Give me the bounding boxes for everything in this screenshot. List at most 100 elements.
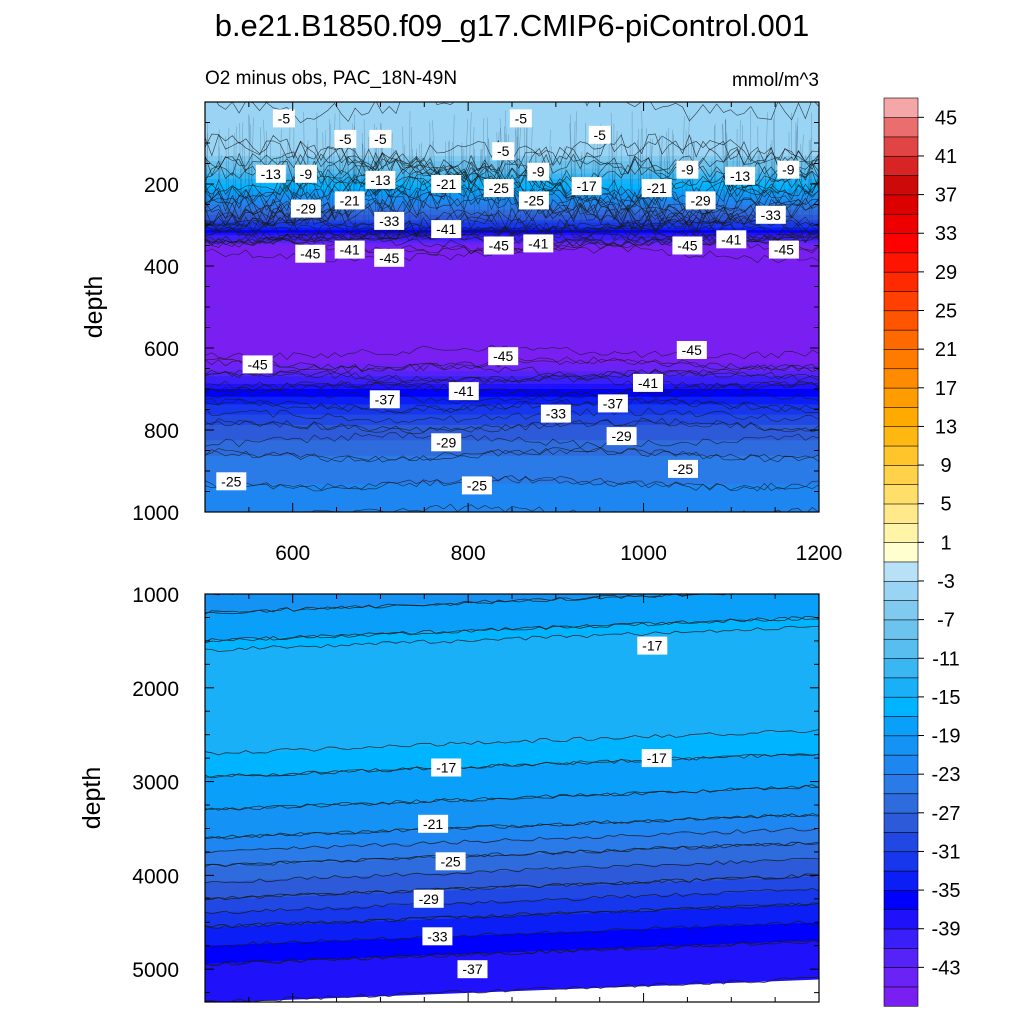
contour-label: -13	[255, 164, 286, 183]
contour-label-text: -45	[493, 348, 513, 364]
contour-label-box	[431, 220, 462, 239]
contour-line	[564, 147, 568, 208]
contour-line	[234, 126, 237, 229]
contour-label-text: -5	[515, 110, 528, 126]
contour-label: -37	[597, 394, 628, 413]
contour-label-text: -41	[454, 383, 474, 399]
contour-line	[714, 125, 717, 205]
colorbar-swatch	[883, 947, 919, 968]
contour-line	[205, 368, 819, 385]
contour-label-text: -25	[221, 473, 241, 489]
colorbar-tick-label: -19	[932, 726, 961, 748]
contour-label-text: -17	[642, 638, 662, 654]
colorbar-swatch	[883, 793, 919, 814]
contour-label-box	[483, 179, 514, 198]
contour-line	[247, 116, 250, 216]
contour-line	[205, 192, 819, 237]
contour-line	[205, 447, 819, 463]
contour-line	[328, 119, 331, 222]
contour-label-box	[523, 234, 554, 253]
contour-label-text: -41	[436, 221, 456, 237]
contour-label-text: -45	[682, 342, 702, 358]
colorbar-swatch	[883, 831, 919, 853]
contour-line	[219, 154, 222, 180]
colorbar-swatch	[883, 194, 919, 215]
contour-line	[304, 140, 309, 237]
contour-label-text: -33	[379, 213, 399, 229]
contour-line	[287, 116, 291, 233]
colorbar-swatch	[883, 812, 919, 833]
colorbar-swatch	[883, 889, 919, 911]
contour-label-text: -21	[423, 816, 443, 832]
contour-line	[205, 784, 819, 811]
contour-line	[517, 112, 522, 238]
contour-line	[480, 148, 483, 179]
contour-label: -41	[448, 382, 479, 401]
contour-label-text: -13	[261, 166, 281, 182]
contour-line	[485, 158, 487, 181]
contour-line	[638, 128, 642, 234]
colorbar-swatch	[883, 773, 919, 795]
contour-line	[419, 142, 423, 224]
y-tick-label: 5000	[132, 959, 179, 982]
contour-label-box	[488, 347, 519, 366]
contour-line	[205, 380, 819, 398]
colorbar-swatch	[883, 271, 919, 292]
contour-label-box	[597, 394, 628, 413]
contour-label-box	[716, 230, 747, 249]
contour-label-text: -25	[489, 180, 509, 196]
contour-line	[205, 976, 819, 1002]
contour-label-box	[374, 211, 405, 230]
contour-label: -25	[483, 179, 514, 198]
contour-line	[248, 114, 251, 221]
contour-line	[361, 132, 365, 228]
contour-line	[673, 134, 675, 219]
contour-label-box	[588, 125, 611, 144]
contour-label-text: -33	[427, 928, 447, 944]
contour-label: -13	[725, 166, 756, 185]
top-contour-fill	[205, 102, 819, 512]
contour-label: -17	[641, 749, 672, 768]
colorbar-tick-label: -43	[932, 957, 961, 979]
contour-line	[770, 144, 773, 195]
contour-line	[205, 940, 819, 966]
contour-label-box	[369, 129, 392, 148]
contour-label-box	[431, 433, 462, 452]
colorbar-swatch	[883, 735, 919, 756]
contour-label: -9	[777, 160, 800, 179]
contour-label-text: -5	[278, 110, 291, 126]
contour-label-text: -45	[774, 242, 794, 258]
y-tick-label: 400	[144, 256, 179, 279]
colorbar-swatch	[883, 657, 919, 679]
contour-label: -9	[676, 160, 699, 179]
contour-line	[240, 122, 244, 211]
colorbar-tick-label: -23	[932, 764, 961, 786]
contour-label-box	[755, 205, 786, 224]
contour-label: -45	[295, 244, 326, 263]
contour-label-box	[418, 814, 449, 833]
y-tick-label: 800	[144, 420, 179, 443]
colorbar-swatch	[883, 310, 919, 331]
contour-label: -37	[369, 390, 400, 409]
y-tick-label: 1000	[132, 584, 179, 607]
contour-label: -9	[527, 162, 550, 181]
contour-label-box	[509, 109, 532, 128]
y-tick-label: 600	[144, 338, 179, 361]
contour-label-text: -17	[647, 750, 667, 766]
contour-line	[419, 144, 422, 232]
colorbar-swatch	[883, 174, 919, 196]
contour-label: -25	[216, 472, 247, 491]
contour-line	[205, 417, 819, 433]
colorbar-swatch	[883, 329, 919, 350]
contour-label-text: -9	[782, 162, 795, 178]
contour-line	[225, 136, 229, 238]
contour-line	[741, 157, 745, 213]
contour-line	[722, 123, 726, 177]
contour-label: -45	[488, 347, 519, 366]
contour-line	[757, 126, 759, 192]
contour-label-box	[448, 382, 479, 401]
colorbar-tick-label: 37	[935, 185, 957, 207]
colorbar-swatch	[883, 117, 919, 138]
contour-label-box	[492, 142, 515, 161]
contour-line	[205, 197, 819, 241]
